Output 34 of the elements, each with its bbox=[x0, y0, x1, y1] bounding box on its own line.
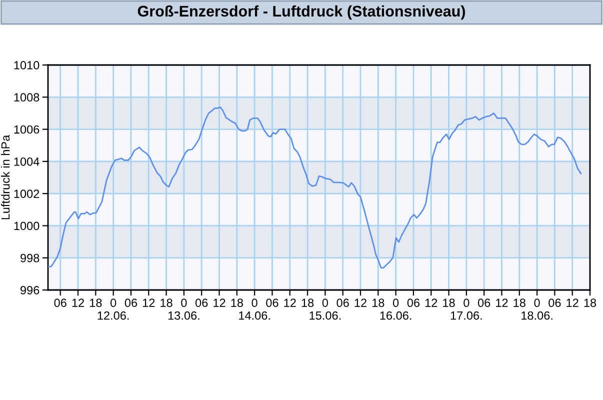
x-tick-label: 18 bbox=[302, 298, 314, 308]
x-tick-label: 06 bbox=[195, 298, 208, 308]
x-tick-label: 18 bbox=[443, 298, 455, 308]
y-tick-label: 1010 bbox=[14, 61, 40, 70]
x-tick-label: 12 bbox=[354, 298, 366, 307]
x-tick-label: 06 bbox=[54, 298, 66, 308]
x-tick-label: 12 bbox=[142, 298, 155, 307]
y-tick-label: 1002 bbox=[14, 190, 40, 198]
chart-title: Groß-Enzersdorf - Luftdruck (Stationsniveau) bbox=[138, 5, 465, 20]
x-tick-label: 18 bbox=[160, 298, 172, 308]
x-tick-label: 12 bbox=[425, 298, 438, 307]
y-axis-title: Luftdruck in hPa bbox=[1, 134, 10, 220]
y-tick-label: 1008 bbox=[14, 93, 40, 102]
x-tick-label: 12 bbox=[566, 298, 578, 307]
y-tick-label: 1004 bbox=[14, 157, 40, 166]
x-tick-label: 18 bbox=[231, 298, 243, 308]
x-tick-label: 12 bbox=[72, 298, 84, 307]
x-tick-label: 12 bbox=[496, 298, 508, 307]
x-tick-label: 06 bbox=[548, 298, 561, 308]
x-tick-label: 12 bbox=[214, 298, 226, 307]
x-tick-label: 18 bbox=[372, 298, 384, 308]
x-tick-label: 06 bbox=[266, 298, 278, 308]
x-tick-label: 06 bbox=[407, 298, 420, 308]
x-tick-label: 18 bbox=[514, 298, 526, 308]
x-tick-label: 06 bbox=[478, 298, 490, 308]
x-tick-label: 12 bbox=[284, 298, 296, 307]
x-tick-label: 18 bbox=[584, 298, 596, 308]
y-tick-label: 998 bbox=[20, 254, 40, 262]
y-tick-label: 1006 bbox=[14, 125, 40, 134]
y-tick-label: 996 bbox=[20, 286, 40, 294]
x-tick-label: 06 bbox=[124, 298, 138, 308]
x-tick-label: 18 bbox=[90, 298, 102, 308]
x-tick-label: 06 bbox=[336, 298, 349, 308]
y-tick-label: 1000 bbox=[14, 222, 40, 230]
